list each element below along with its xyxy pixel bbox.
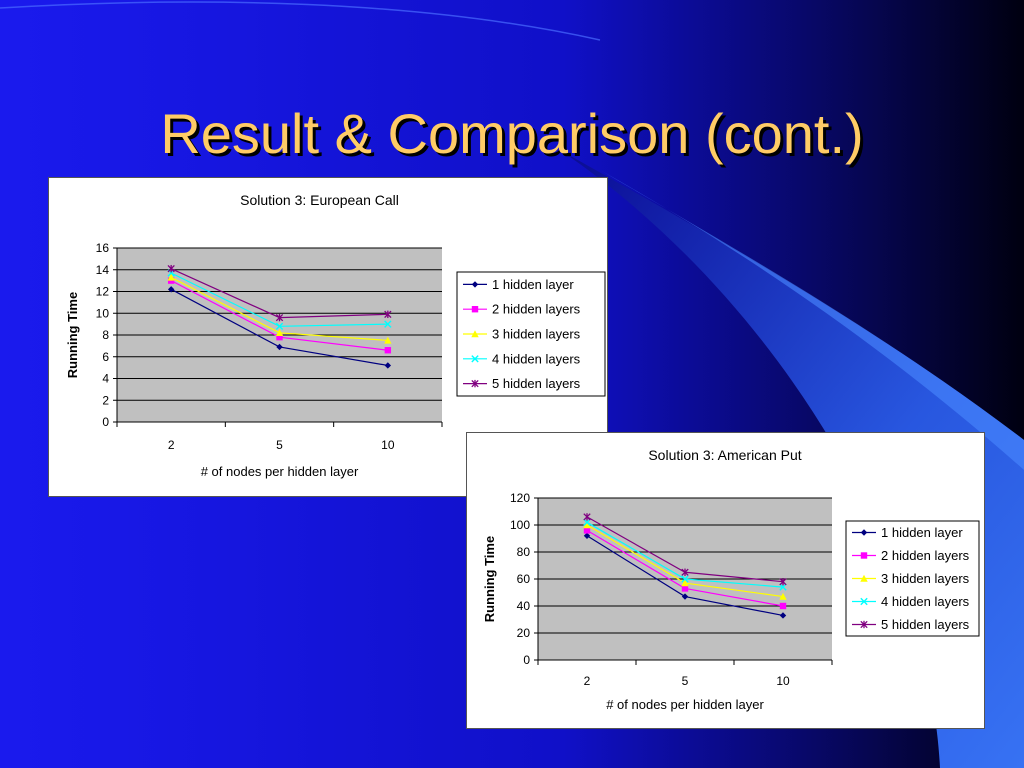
data-point	[583, 518, 591, 526]
y-tick-label: 8	[102, 328, 109, 342]
x-tick-label: 10	[776, 674, 790, 688]
data-point	[167, 286, 175, 293]
data-point	[779, 578, 787, 586]
data-point	[384, 362, 392, 369]
chart-title: Solution 3: European Call	[240, 192, 399, 208]
legend-label: 1 hidden layer	[881, 525, 963, 540]
y-tick-label: 2	[102, 393, 109, 407]
x-tick-label: 2	[168, 438, 175, 452]
data-point	[583, 513, 591, 521]
american-put-chart-svg: Solution 3: American Put 0 20 40 60 80 100 120 2…	[482, 447, 980, 712]
series-2	[167, 277, 392, 354]
legend-label: 4 hidden layers	[881, 594, 970, 609]
x-tick-label: 10	[381, 438, 395, 452]
legend-label: 5 hidden layers	[492, 376, 581, 391]
data-point	[384, 310, 392, 319]
legend-label: 1 hidden layer	[492, 277, 574, 292]
legend-label: 2 hidden layers	[492, 302, 581, 317]
data-point	[276, 343, 283, 351]
american-put-chart: Solution 3: American Put 0 20 40 60 80 100 120 2…	[466, 432, 985, 729]
x-axis-label: # of nodes per hidden layer	[606, 697, 764, 712]
legend-marker	[860, 620, 868, 629]
data-point	[779, 592, 787, 600]
series-3	[167, 273, 392, 344]
data-point	[583, 527, 591, 534]
data-point	[779, 612, 787, 619]
data-point	[167, 273, 175, 281]
series-2	[583, 527, 787, 610]
legend-marker	[471, 306, 479, 313]
series-5	[167, 264, 392, 322]
legend-label: 5 hidden layers	[881, 617, 970, 632]
chart-title: Solution 3: American Put	[648, 447, 801, 463]
legend-marker	[471, 355, 479, 363]
data-point	[681, 593, 689, 600]
series-5	[583, 513, 787, 586]
y-tick-label: 80	[517, 545, 531, 559]
y-tick-label: 0	[102, 415, 109, 429]
european-call-chart: Solution 3: European Call 0 2 4 6 8 10 12 14 16 2 5…	[48, 177, 608, 497]
legend-marker	[471, 281, 479, 288]
legend-marker	[860, 597, 868, 606]
x-tick-label: 2	[584, 674, 591, 688]
slide-title: Result & Comparison (cont.)	[160, 102, 864, 165]
data-point	[779, 583, 787, 591]
data-point	[583, 532, 591, 539]
data-point	[779, 602, 787, 610]
legend-marker	[860, 574, 868, 582]
y-axis-label: Running Time	[482, 536, 497, 622]
data-point	[384, 336, 392, 344]
y-tick-label: 60	[517, 572, 531, 586]
legend-marker	[860, 529, 868, 536]
series-1	[583, 532, 787, 619]
data-point	[167, 264, 175, 273]
series-3	[583, 521, 787, 600]
y-tick-label: 100	[510, 518, 530, 532]
data-point	[384, 320, 392, 328]
data-point	[681, 579, 689, 587]
x-axis-label: # of nodes per hidden layer	[201, 464, 359, 479]
european-call-chart-svg: Solution 3: European Call 0 2 4 6 8 10 12 14 16 2 5…	[65, 192, 606, 479]
data-point	[167, 277, 175, 284]
data-point	[384, 347, 392, 354]
legend-label: 3 hidden layers	[492, 327, 581, 342]
y-tick-label: 4	[102, 372, 109, 386]
data-point	[681, 568, 689, 576]
y-axis-label: Running Time	[65, 292, 80, 378]
legend-marker	[471, 379, 479, 388]
y-tick-label: 0	[523, 653, 530, 667]
y-tick-label: 6	[102, 350, 109, 364]
y-tick-label: 10	[96, 306, 110, 320]
y-tick-label: 16	[96, 241, 110, 255]
series-4	[583, 518, 787, 591]
y-tick-label: 40	[517, 599, 531, 613]
legend-marker	[860, 552, 868, 559]
legend-label: 4 hidden layers	[492, 351, 581, 366]
legend	[456, 271, 606, 397]
data-point	[275, 313, 284, 322]
legend-marker	[471, 330, 479, 338]
y-tick-label: 20	[517, 626, 531, 640]
data-point	[275, 329, 284, 337]
x-tick-label: 5	[276, 438, 283, 452]
y-tick-label: 14	[96, 263, 110, 277]
data-point	[275, 322, 284, 330]
series-1	[167, 286, 392, 369]
x-tick-label: 5	[682, 674, 689, 688]
data-point	[681, 585, 689, 592]
data-point	[583, 521, 591, 529]
legend-label: 2 hidden layers	[881, 548, 970, 563]
data-point	[681, 575, 689, 583]
data-point	[276, 333, 283, 341]
y-tick-label: 120	[510, 491, 530, 505]
legend-label: 3 hidden layers	[881, 571, 970, 586]
y-tick-label: 12	[96, 285, 110, 299]
